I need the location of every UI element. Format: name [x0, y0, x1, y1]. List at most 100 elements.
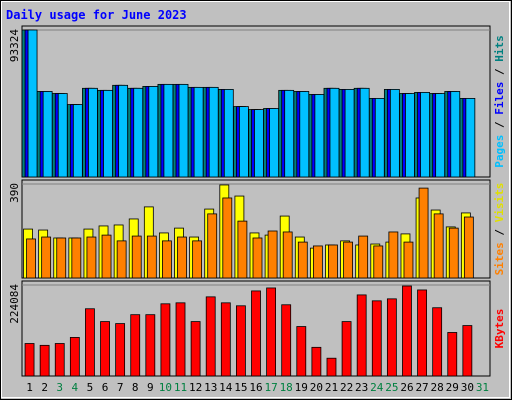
x-tick-label: 18 — [280, 381, 293, 394]
bar — [435, 93, 446, 178]
bar — [88, 87, 98, 178]
bar — [192, 240, 203, 279]
bar — [465, 97, 476, 178]
x-tick-label: 27 — [415, 381, 428, 394]
bar — [254, 109, 264, 178]
bar — [267, 230, 278, 279]
bar — [162, 240, 172, 279]
bar — [116, 240, 127, 279]
bar — [252, 237, 263, 279]
legend-entry: Files — [493, 82, 506, 115]
bar — [405, 93, 415, 178]
bar — [463, 216, 474, 279]
y-tick-label: 390 — [8, 183, 21, 203]
legend-separator: / — [493, 115, 506, 135]
x-tick-label: 16 — [249, 381, 262, 394]
x-tick-label: 23 — [355, 381, 368, 394]
x-tick-label: 19 — [295, 381, 308, 394]
bar — [160, 303, 171, 377]
bar — [282, 231, 293, 279]
bar — [299, 91, 310, 178]
x-tick-label: 6 — [102, 381, 109, 394]
bar — [358, 235, 369, 279]
bar — [41, 236, 52, 279]
bar — [296, 326, 307, 377]
x-tick-label: 24 — [370, 381, 384, 394]
bar — [223, 89, 234, 178]
x-tick-label: 8 — [132, 381, 139, 394]
legend: KBytes — [493, 309, 506, 349]
bar — [220, 302, 231, 377]
bar — [236, 305, 246, 377]
bar — [281, 304, 292, 377]
bar — [462, 325, 473, 377]
bar — [131, 235, 142, 279]
bar — [432, 307, 443, 377]
x-tick-label: 28 — [431, 381, 444, 394]
bar — [148, 86, 159, 178]
y-tick-label: 93324 — [8, 29, 21, 62]
x-tick-label: 25 — [385, 381, 398, 394]
bar — [266, 287, 276, 377]
bar — [356, 294, 367, 377]
x-tick-label: 10 — [159, 381, 172, 394]
bar — [145, 314, 156, 377]
chart-title: Daily usage for June 2023 — [6, 8, 187, 22]
bar — [133, 87, 144, 178]
x-tick-label: 14 — [219, 381, 233, 394]
bar — [222, 197, 233, 279]
bar — [207, 213, 218, 279]
bar — [71, 237, 82, 279]
bar — [130, 314, 141, 377]
bar — [85, 308, 95, 377]
bar — [341, 321, 352, 377]
legend: Sites / Visits — [493, 183, 506, 276]
bar — [402, 285, 412, 377]
bar — [386, 298, 397, 377]
bar — [284, 89, 295, 178]
x-tick-label: 20 — [310, 381, 323, 394]
x-tick-label: 5 — [87, 381, 94, 394]
bar — [27, 29, 38, 178]
bar — [177, 236, 187, 279]
bar — [389, 89, 400, 178]
legend-separator: / — [493, 62, 506, 82]
x-tick-label: 12 — [189, 381, 202, 394]
bar — [373, 245, 384, 279]
x-tick-label: 30 — [461, 381, 474, 394]
x-tick-label: 29 — [446, 381, 459, 394]
bar — [190, 321, 201, 377]
bar — [118, 84, 129, 178]
bar — [39, 344, 50, 377]
bar — [311, 346, 322, 377]
x-tick-label: 9 — [147, 381, 154, 394]
bar — [72, 104, 83, 178]
bar — [69, 337, 80, 377]
bar — [146, 235, 157, 279]
bar — [178, 83, 189, 178]
bar — [433, 213, 444, 279]
bar — [100, 321, 110, 377]
x-tick-label: 17 — [264, 381, 277, 394]
bar — [175, 302, 186, 377]
bar — [208, 86, 219, 178]
bar — [26, 238, 36, 279]
bar — [447, 332, 458, 377]
bar — [251, 290, 261, 377]
bar — [403, 241, 414, 279]
bar — [101, 234, 112, 279]
bar — [56, 237, 67, 279]
x-tick-label: 21 — [325, 381, 338, 394]
legend-entry: Pages — [493, 135, 506, 168]
bar — [374, 97, 385, 178]
bar — [54, 343, 65, 377]
y-tick-label: 224084 — [8, 284, 21, 324]
x-tick-label: 4 — [72, 381, 79, 394]
legend-entry: Sites — [493, 242, 506, 275]
bar — [371, 300, 382, 377]
bar — [115, 323, 126, 377]
bar — [314, 94, 325, 178]
bar — [103, 89, 113, 178]
x-tick-label: 11 — [174, 381, 187, 394]
